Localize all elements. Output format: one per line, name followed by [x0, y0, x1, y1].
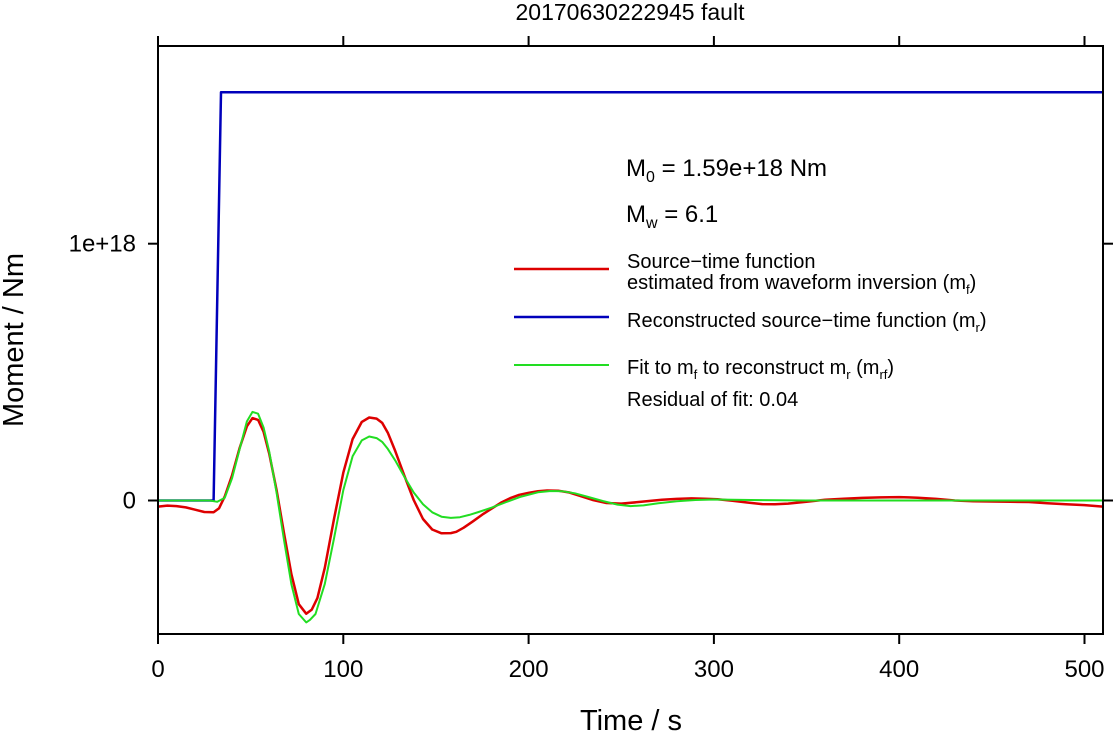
x-tick-label: 0 [151, 656, 164, 683]
legend-label-fit: Fit to mf to reconstruct mr (mrf) [627, 357, 894, 382]
legend-label-source-time-line1: Source−time function [627, 251, 815, 273]
series-line-reconstructed [158, 90, 1103, 502]
x-tick-label: 300 [694, 656, 734, 683]
x-tick-label: 500 [1064, 656, 1104, 683]
x-tick-label: 200 [509, 656, 549, 683]
axis-ticks: 0 100 200 300 400 500 0 1e+18 [69, 36, 1113, 683]
seismic-moment-label: M0 = 1.59e+18 Nm [626, 155, 827, 186]
plot-frame [157, 45, 1104, 635]
series-line-fit [158, 410, 1103, 624]
y-axis-label: Moment / Nm [0, 253, 30, 427]
x-tick-label: 400 [879, 656, 919, 683]
legend-label-source-time-line2: estimated from waveform inversion (mf) [627, 272, 976, 297]
chart-title: 20170630222945 fault [516, 0, 746, 25]
moment-magnitude-label: Mw = 6.1 [626, 201, 718, 232]
legend-label-reconstructed: Reconstructed source−time function (mr) [627, 310, 987, 335]
legend: Source−time function estimated from wave… [514, 251, 987, 382]
x-axis-label: Time / s [580, 705, 682, 736]
y-tick-label: 0 [123, 488, 136, 515]
residual-label: Residual of fit: 0.04 [627, 389, 798, 411]
x-tick-label: 100 [323, 656, 363, 683]
annotation-block: M0 = 1.59e+18 Nm Mw = 6.1 Residual of fi… [626, 155, 827, 411]
series-layer [158, 90, 1103, 624]
y-tick-label: 1e+18 [69, 231, 136, 258]
series-line-source-time [158, 416, 1103, 615]
